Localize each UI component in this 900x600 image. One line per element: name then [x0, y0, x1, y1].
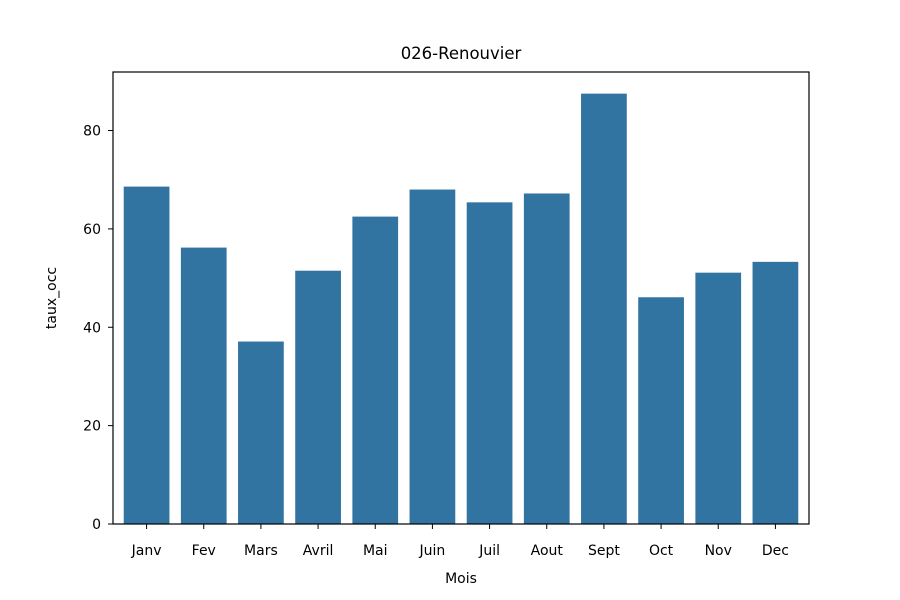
y-tick-label: 80 — [83, 124, 101, 140]
y-tick-label: 60 — [83, 222, 101, 238]
y-tick-label: 40 — [83, 320, 101, 336]
x-tick-label: Oct — [649, 543, 674, 559]
x-tick-label: Mars — [244, 543, 278, 559]
bar-mai — [352, 216, 399, 524]
x-axis-label: Mois — [445, 571, 477, 587]
bar-janv — [123, 186, 170, 524]
x-tick-label: Juil — [478, 543, 500, 559]
x-tick-label: Mai — [363, 543, 388, 559]
y-axis-label: taux_occ — [44, 267, 60, 329]
x-tick-label: Avril — [303, 543, 334, 559]
bar-mars — [238, 341, 284, 524]
bar-avril — [295, 270, 341, 524]
y-axis-ticks: 0 20 40 60 80 — [83, 124, 113, 533]
bar-dec — [752, 261, 799, 524]
bar-aout — [523, 193, 570, 525]
bar-juil — [466, 202, 513, 524]
x-tick-label: Nov — [705, 543, 732, 559]
x-tick-label: Sept — [588, 543, 620, 559]
bar-oct — [638, 297, 684, 524]
x-tick-label: Janv — [131, 543, 162, 559]
bar-nov — [695, 272, 742, 524]
chart-title: 026-Renouvier — [401, 44, 522, 63]
y-tick-label: 0 — [92, 517, 101, 533]
plot-frame — [112, 71, 810, 525]
x-tick-label: Dec — [762, 543, 789, 559]
x-tick-label: Fev — [192, 543, 216, 559]
bar-fev — [180, 247, 227, 524]
x-tick-label: Juin — [419, 543, 446, 559]
bars-group — [123, 93, 799, 525]
x-axis-ticks: Janv Fev Mars Avril Mai Juin Juil Aout Sept Oct No… — [131, 524, 789, 559]
x-tick-label: Aout — [531, 543, 564, 559]
y-tick-label: 20 — [83, 419, 101, 435]
bar-sept — [581, 93, 627, 524]
bar-juin — [409, 189, 456, 525]
